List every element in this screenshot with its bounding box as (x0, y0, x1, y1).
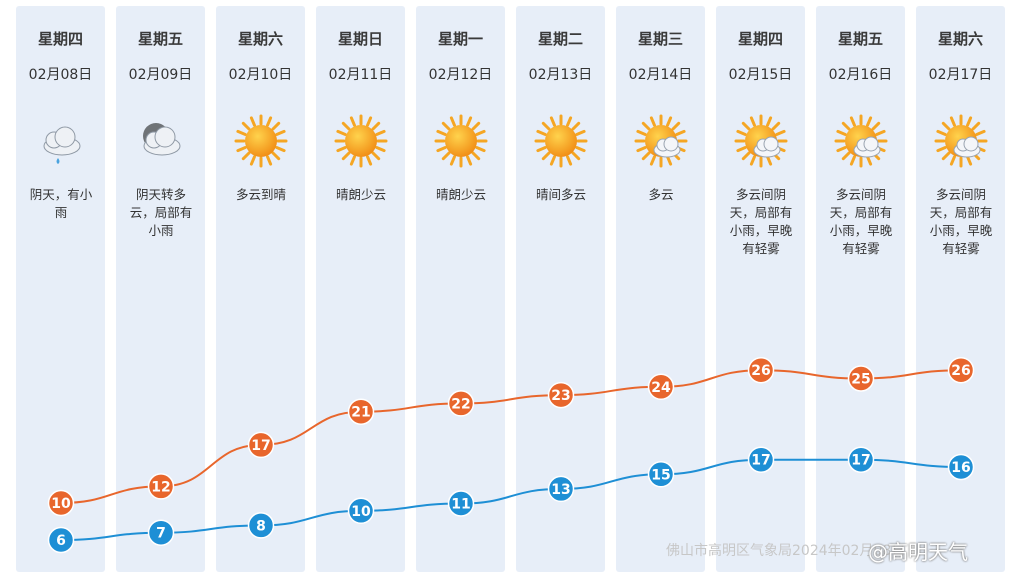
high-temp-point (747, 356, 775, 384)
date-label: 02月14日 (628, 67, 693, 83)
weekday-label: 星期日 (337, 30, 383, 48)
sun-icon (234, 114, 288, 168)
high-temp-line (60, 369, 962, 504)
low-temp-point (647, 461, 675, 488)
high-temp-label: 23 (551, 388, 570, 404)
weather-description: 多云到晴 (235, 187, 286, 202)
sun-icon (534, 114, 588, 168)
weather-description: 晴朗少云 (335, 187, 386, 202)
high-temp-point (547, 381, 575, 409)
day-column: 星期一 02月12日 晴朗少云 (416, 6, 505, 572)
cloud-rain-icon (34, 114, 88, 168)
low-temp-label: 7 (156, 526, 166, 542)
low-temp-label: 11 (451, 497, 470, 513)
low-temp-point (847, 446, 875, 473)
sun-cloud-icon (634, 114, 688, 168)
high-temp-point (647, 373, 675, 401)
sun-cloud-icon (834, 114, 888, 168)
low-temp-line (60, 458, 962, 541)
watermark-text: 佛山市高明区气象局2024年02月08日 (666, 543, 906, 559)
date-label: 02月16日 (828, 67, 893, 83)
date-label: 02月17日 (928, 67, 993, 83)
sun-icon (334, 114, 388, 168)
weekday-label: 星期一 (437, 30, 483, 48)
date-label: 02月10日 (228, 67, 293, 83)
low-temp-label: 8 (256, 518, 266, 534)
weather-description: 多云间阴天，局部有小雨，早晚有轻雾 (729, 187, 793, 256)
low-temp-label: 13 (551, 482, 570, 498)
high-temp-label: 26 (951, 363, 970, 379)
weather-description: 多云间阴天，局部有小雨，早晚有轻雾 (929, 187, 993, 256)
day-column: 星期日 02月11日 晴朗少云 (316, 6, 405, 572)
high-temp-point (347, 398, 375, 425)
date-label: 02月09日 (128, 67, 193, 83)
low-temp-point (747, 446, 775, 473)
low-temp-point (547, 475, 575, 503)
day-column: 星期五 02月09日 阴天转多云，局部有小雨 (116, 6, 205, 572)
date-label: 02月08日 (28, 67, 93, 83)
day-column: 星期六 02月10日 多云到晴 (216, 6, 305, 572)
sun-icon (434, 114, 488, 168)
high-temp-label: 17 (251, 438, 270, 454)
date-label: 02月13日 (528, 67, 593, 83)
sun-cloud-icon (734, 114, 788, 168)
day-column: 星期四 02月08日 阴天，有小雨 (16, 6, 105, 572)
weekday-label: 星期二 (537, 30, 583, 48)
weather-description: 阴天转多云，局部有小雨 (129, 187, 193, 238)
day-column: 星期五 02月16日 多云间阴天，局部有小雨，早晚有轻雾 (816, 6, 905, 572)
low-temp-label: 10 (351, 504, 371, 520)
low-temp-point (347, 497, 375, 525)
low-temp-label: 17 (751, 453, 770, 469)
high-temp-point (247, 431, 275, 459)
low-temp-point (147, 519, 175, 546)
weekday-label: 星期三 (637, 30, 683, 48)
date-label: 02月12日 (428, 67, 493, 83)
weibo-handle: @高明天气 (868, 540, 968, 564)
high-temp-label: 25 (851, 372, 870, 388)
low-temp-label: 6 (56, 533, 66, 549)
high-temp-point (447, 390, 475, 417)
weather-description: 阴天，有小雨 (29, 187, 93, 220)
weather-description: 多云 (648, 187, 674, 202)
high-temp-label: 10 (51, 496, 71, 512)
low-temp-point (947, 453, 975, 481)
weekday-label: 星期五 (837, 30, 883, 48)
high-temp-label: 21 (351, 405, 370, 421)
high-temp-point (47, 489, 75, 517)
sun-cloud-icon (934, 114, 988, 168)
weekday-label: 星期四 (737, 30, 783, 48)
low-temp-label: 15 (651, 467, 670, 483)
high-temp-label: 26 (751, 363, 770, 379)
low-temp-point (47, 526, 75, 554)
date-label: 02月11日 (328, 67, 393, 83)
high-temp-label: 22 (451, 396, 470, 412)
weather-description: 晴朗少云 (435, 187, 486, 202)
high-temp-point (147, 473, 175, 500)
weekday-label: 星期四 (37, 30, 83, 48)
low-temp-label: 16 (951, 460, 970, 476)
low-temp-label: 17 (851, 453, 870, 469)
high-temp-point (947, 356, 975, 384)
high-temp-label: 24 (651, 380, 671, 396)
weather-description: 晴间多云 (535, 187, 586, 202)
low-temp-point (447, 490, 475, 517)
weather-description: 多云间阴天，局部有小雨，早晚有轻雾 (829, 187, 893, 256)
low-temp-point (247, 512, 275, 539)
weekday-label: 星期五 (137, 30, 183, 48)
high-temp-point (847, 365, 875, 392)
weekday-label: 星期六 (937, 30, 983, 48)
high-temp-label: 12 (151, 479, 170, 495)
weekday-label: 星期六 (237, 30, 283, 48)
dark-cloud-icon (134, 114, 188, 168)
day-column: 星期四 02月15日 多云间阴天，局部有小雨，早晚有轻雾 (716, 6, 805, 572)
date-label: 02月15日 (728, 67, 793, 83)
